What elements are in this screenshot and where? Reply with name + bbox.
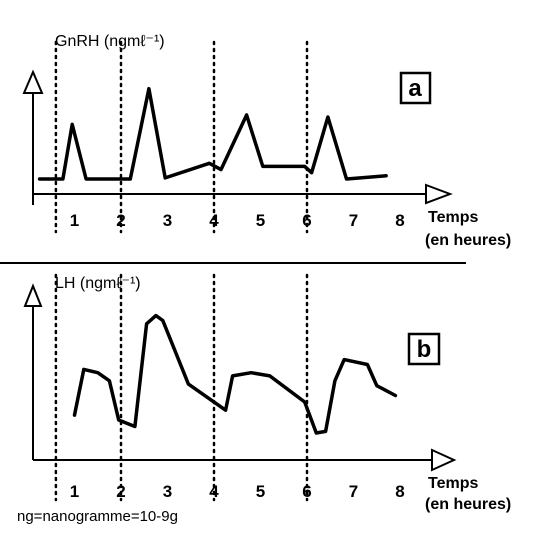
x-tick-label: 7 <box>349 211 358 230</box>
y-axis-label-a: GnRH (ngmℓ⁻¹) <box>55 33 165 50</box>
x-axis-label-a-line1: Temps <box>428 209 478 226</box>
dotted-lines-a <box>54 40 309 234</box>
panel-tag-b: b <box>417 336 432 363</box>
series-line <box>37 86 388 181</box>
series-lh <box>72 313 398 435</box>
x-tick-label: 3 <box>163 482 172 501</box>
x-tick-labels-b: 1 2 3 4 5 6 7 8 <box>70 482 405 501</box>
footnote: ng=nanogramme=10-9g <box>17 508 178 525</box>
x-tick-label: 7 <box>349 482 358 501</box>
x-tick-label: 4 <box>209 482 219 501</box>
x-axis-label-b-line1: Temps <box>428 475 478 492</box>
panel-tag-box-a <box>399 71 432 105</box>
x-tick-label: 5 <box>256 482 265 501</box>
panel-tag-box-b <box>407 332 441 366</box>
panel-tag-a: a <box>408 75 422 102</box>
x-axis-arrow-a <box>425 183 453 205</box>
panel-a-gnrh: 1 2 3 4 5 6 7 8 GnRH (ngmℓ⁻¹) Temps (en heures)… <box>22 33 511 249</box>
panel-b-lh: 1 2 3 4 5 6 7 8 LH (ngmℓ⁻¹) Temps (en heures) b <box>23 273 511 513</box>
x-tick-label: 8 <box>395 211 404 230</box>
x-axis-label-a-line2: (en heures) <box>425 232 511 249</box>
x-tick-label: 1 <box>70 482 79 501</box>
x-tick-label: 2 <box>116 482 125 501</box>
x-tick-label: 4 <box>209 211 219 230</box>
y-axis-arrow-b <box>23 283 43 307</box>
series-gnrh <box>37 86 388 181</box>
x-tick-label: 5 <box>256 211 265 230</box>
x-axis-arrow-b <box>431 448 457 472</box>
y-axis-label-b: LH (ngmℓ⁻¹) <box>55 275 141 292</box>
x-tick-label: 1 <box>70 211 79 230</box>
x-tick-labels-a: 1 2 3 4 5 6 7 8 <box>70 211 405 230</box>
x-tick-label: 2 <box>116 211 125 230</box>
dotted-lines-b <box>54 273 309 502</box>
x-tick-label: 6 <box>302 211 311 230</box>
x-tick-label: 8 <box>395 482 404 501</box>
y-axis-arrow-a <box>22 69 44 94</box>
x-axis-label-b-line2: (en heures) <box>425 496 511 513</box>
x-tick-label: 6 <box>302 482 311 501</box>
series-line <box>72 313 398 435</box>
x-tick-label: 3 <box>163 211 172 230</box>
